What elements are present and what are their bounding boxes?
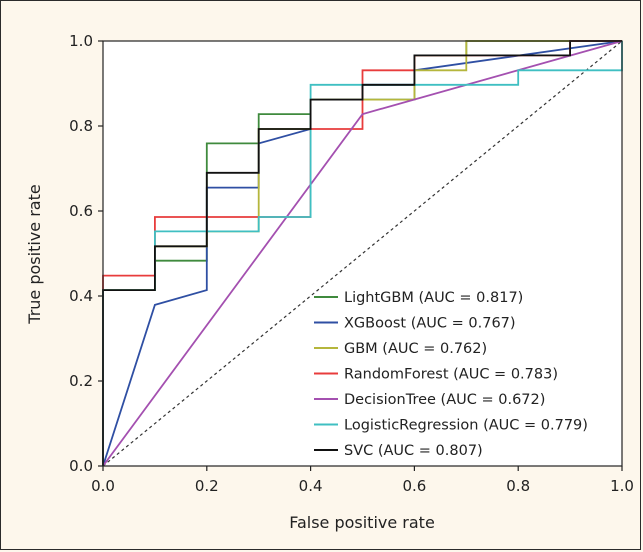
plot-layer bbox=[102, 40, 623, 467]
axis-layer: 0.0 0.2 0.4 0.6 0.8 1.0 0.0 0.2 0.4 0.6 0.8 1.0 bbox=[69, 32, 634, 495]
y-tick-label: 1.0 bbox=[69, 32, 93, 50]
legend-label-2: GBM (AUC = 0.762) bbox=[344, 341, 487, 357]
y-tick-label: 0.6 bbox=[69, 202, 93, 220]
legend-label-6: SVC (AUC = 0.807) bbox=[344, 443, 483, 459]
y-axis-label: True positive rate bbox=[25, 184, 44, 324]
x-tick-label: 0.2 bbox=[195, 477, 219, 495]
legend-label-0: LightGBM (AUC = 0.817) bbox=[344, 290, 523, 306]
legend-label-5: LogisticRegression (AUC = 0.779) bbox=[344, 418, 588, 434]
y-tick-label: 0.2 bbox=[69, 372, 93, 390]
plot-border bbox=[102, 40, 623, 467]
y-tick-label: 0.8 bbox=[69, 117, 93, 135]
chance-diagonal-line bbox=[102, 40, 623, 467]
legend-label-3: RandomForest (AUC = 0.783) bbox=[344, 367, 558, 383]
legend-label-4: DecisionTree (AUC = 0.672) bbox=[344, 392, 545, 408]
legend: LightGBM (AUC = 0.817) XGBoost (AUC = 0.7… bbox=[314, 290, 588, 459]
y-tick-label: 0.4 bbox=[69, 287, 93, 305]
x-tick-label: 0.0 bbox=[91, 477, 115, 495]
x-tick-label: 1.0 bbox=[610, 477, 634, 495]
x-tick-label: 0.8 bbox=[506, 477, 530, 495]
y-tick-label: 0.0 bbox=[69, 457, 93, 475]
series-line-4 bbox=[102, 40, 623, 467]
x-axis-label: False positive rate bbox=[289, 513, 435, 532]
legend-label-1: XGBoost (AUC = 0.767) bbox=[344, 316, 516, 332]
x-tick-label: 0.6 bbox=[402, 477, 426, 495]
series-line-6 bbox=[102, 40, 622, 466]
x-tick-label: 0.4 bbox=[299, 477, 323, 495]
